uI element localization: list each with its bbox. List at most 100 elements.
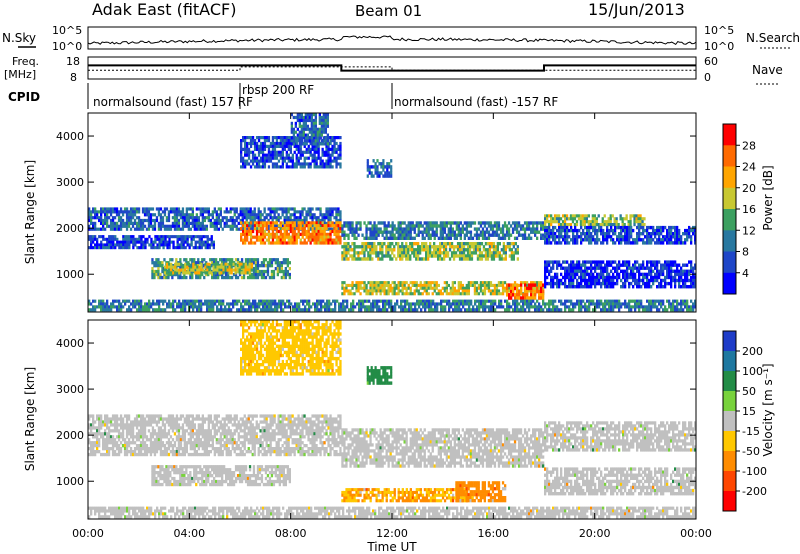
echo-cell <box>487 221 491 225</box>
echo-cell <box>585 217 588 221</box>
echo-cell <box>407 248 410 252</box>
echo-cell <box>187 218 190 223</box>
echo-cell <box>684 272 687 277</box>
echo-cell <box>516 289 519 294</box>
echo-cell <box>347 289 350 293</box>
echo-cell <box>371 289 374 293</box>
echo-cell <box>564 238 567 242</box>
echo-cell <box>255 165 259 169</box>
echo-cell <box>273 235 277 239</box>
echo-cell <box>502 242 505 246</box>
echo-cell <box>642 272 645 277</box>
echo-cell <box>242 241 245 245</box>
echo-cell <box>622 275 625 280</box>
echo-cell <box>125 210 129 214</box>
echo-cell <box>678 275 681 280</box>
echo-cell <box>483 283 487 287</box>
echo-cell <box>417 245 420 249</box>
echo-cell <box>229 227 232 231</box>
echo-cell <box>369 251 372 255</box>
echo-cell <box>199 272 202 277</box>
echo-cell <box>217 275 220 280</box>
echo-cell <box>367 221 370 225</box>
echo-cell <box>483 233 487 237</box>
echo-cell <box>363 289 366 293</box>
echo-cell <box>197 227 200 231</box>
echo-cell <box>331 210 334 214</box>
echo-cell <box>222 302 225 306</box>
echo-cell <box>158 246 161 250</box>
echo-cell <box>510 286 513 291</box>
echo-cell <box>694 285 697 289</box>
echo-cell <box>419 248 422 252</box>
echo-cell <box>339 144 342 148</box>
echo-cell <box>516 257 519 261</box>
echo-cell <box>413 283 416 287</box>
echo-cell <box>465 233 468 237</box>
echo-cell <box>521 227 525 231</box>
echo-cell <box>98 235 101 239</box>
echo-cell <box>351 242 354 246</box>
echo-cell <box>584 263 587 267</box>
echo-cell <box>612 278 615 283</box>
echo-cell <box>477 227 481 231</box>
echo-cell <box>292 130 295 134</box>
echo-cell <box>640 285 643 289</box>
echo-cell <box>544 263 547 267</box>
echo-cell <box>580 238 583 242</box>
echo-cell <box>581 223 585 227</box>
echo-cell <box>264 275 268 280</box>
echo-cell <box>258 269 262 274</box>
echo-cell <box>255 238 259 242</box>
echo-cell <box>451 292 454 296</box>
echo-cell <box>443 227 446 231</box>
echo-cell <box>255 213 258 217</box>
echo-cell <box>637 223 640 227</box>
echo-cell <box>391 281 394 285</box>
echo-cell <box>376 159 379 163</box>
echo-cell <box>275 235 279 239</box>
echo-cell <box>206 265 209 269</box>
echo-cell <box>580 241 583 245</box>
echo-cell <box>570 278 573 283</box>
echo-cell <box>397 227 400 231</box>
echo-cell <box>571 217 575 221</box>
echo-cell <box>303 159 306 163</box>
echo-cell <box>150 302 153 306</box>
echo-cell <box>608 263 611 267</box>
echo-cell <box>433 236 436 240</box>
echo-cell <box>319 235 322 239</box>
echo-cell <box>451 289 454 293</box>
echo-cell <box>482 254 486 258</box>
echo-cell <box>584 285 587 289</box>
echo-cell <box>246 144 249 148</box>
echo-cell <box>321 213 324 217</box>
echo-cell <box>435 248 438 252</box>
echo-cell <box>361 245 364 249</box>
echo-cell <box>263 139 267 143</box>
echo-cell <box>467 286 470 290</box>
echo-cell <box>251 141 255 146</box>
echo-cell <box>508 248 511 252</box>
echo-cell <box>461 230 464 234</box>
echo-cell <box>415 283 418 287</box>
echo-cell <box>530 286 533 291</box>
echo-cell <box>311 216 314 220</box>
echo-cell <box>335 216 338 220</box>
echo-cell <box>316 133 319 137</box>
echo-cell <box>255 159 259 163</box>
echo-cell <box>208 243 211 247</box>
echo-cell <box>413 254 416 258</box>
echo-cell <box>339 150 342 154</box>
echo-cell <box>377 227 380 231</box>
echo-cell <box>257 139 261 143</box>
echo-cell <box>427 257 430 261</box>
echo-cell <box>335 232 338 236</box>
echo-cell <box>211 224 214 228</box>
echo-cell <box>690 228 693 233</box>
echo-cell <box>220 308 223 312</box>
echo-cell <box>246 265 249 269</box>
echo-cell <box>379 257 382 261</box>
echo-cell <box>319 159 322 163</box>
echo-cell <box>196 246 199 250</box>
